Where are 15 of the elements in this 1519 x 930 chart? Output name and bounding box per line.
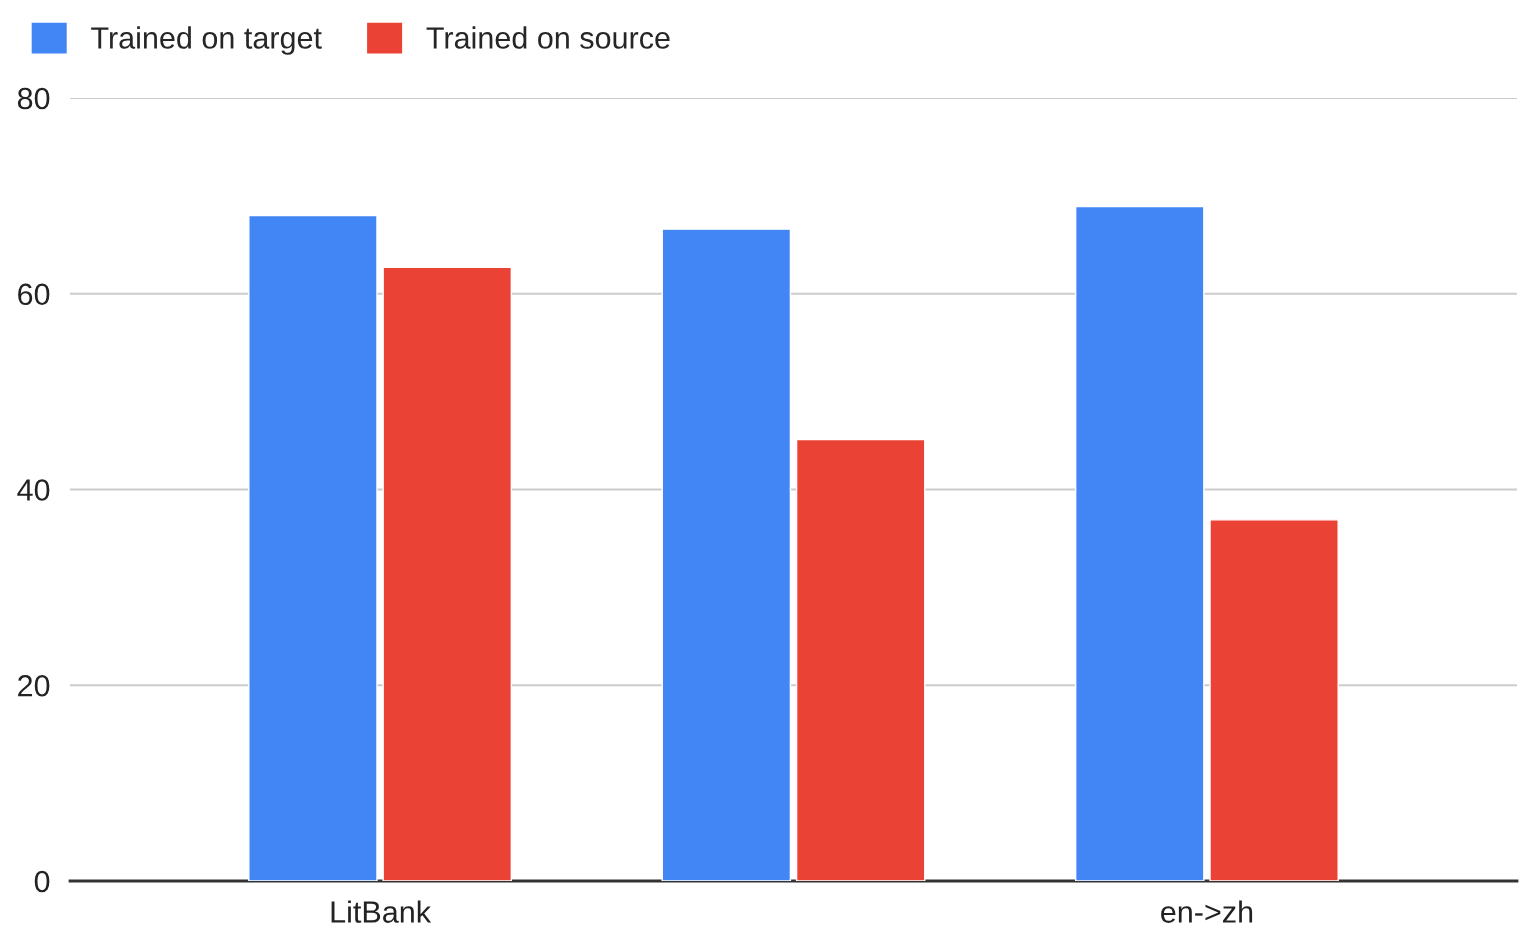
- legend-label: Trained on target: [91, 26, 322, 55]
- y-tick-label: 60: [18, 283, 50, 306]
- y-tick-label: 80: [17, 87, 50, 110]
- bar: [795, 438, 926, 881]
- bar: [248, 214, 378, 881]
- bar: [661, 228, 792, 881]
- x-tick-label: LitBank: [331, 900, 432, 923]
- bar: [382, 266, 513, 881]
- legend-label: Trained on source: [426, 26, 670, 49]
- y-tick-label: 0: [34, 870, 50, 893]
- bar: [1209, 519, 1339, 881]
- y-tick-label: 40: [17, 479, 50, 501]
- y-tick-label: 20: [18, 674, 50, 697]
- x-tick-label: en->zh: [1161, 900, 1253, 923]
- bar: [1074, 205, 1205, 881]
